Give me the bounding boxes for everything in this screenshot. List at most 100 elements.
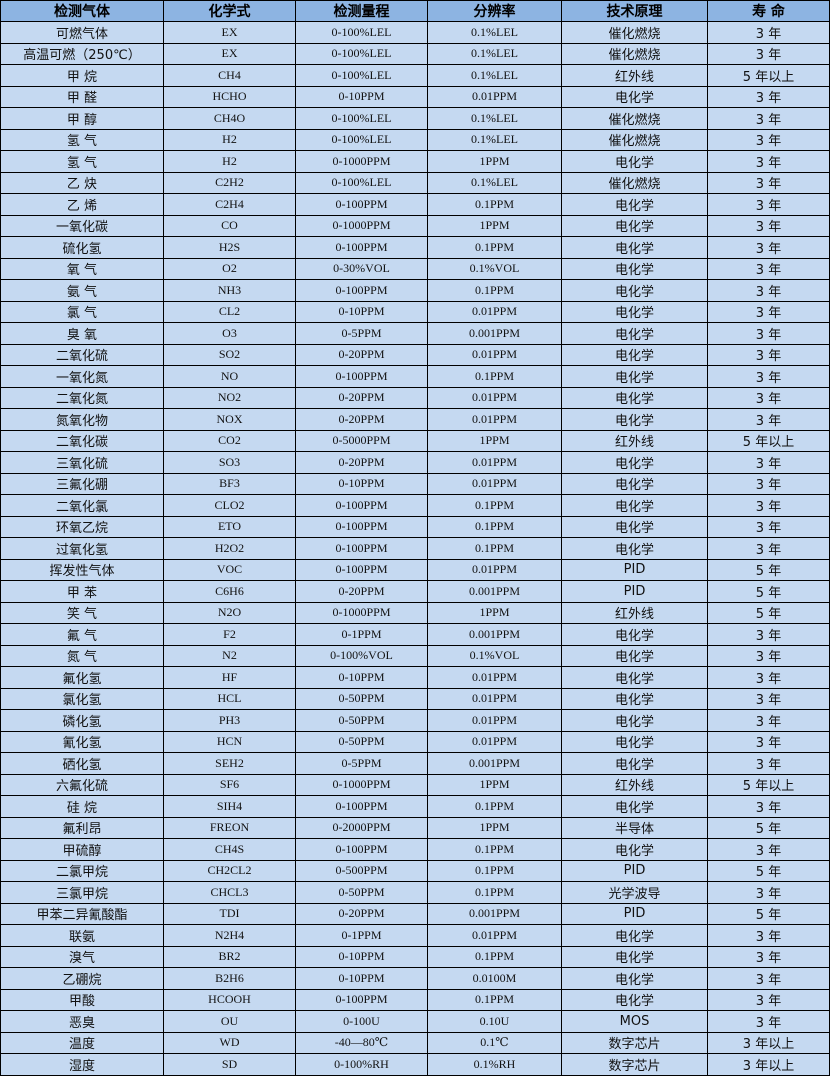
cell-measuring-range: 0-20PPM — [295, 902, 428, 925]
cell-gas-name: 环氧乙烷 — [0, 515, 164, 538]
cell-chemical-formula: C6H6 — [163, 580, 296, 603]
cell-lifespan: 3 年 — [707, 365, 830, 388]
cell-lifespan: 3 年 — [707, 752, 830, 775]
cell-chemical-formula: TDI — [163, 902, 296, 925]
table-row: 乙 炔 C2H2 0-100%LEL 0.1%LEL 催化燃烧 3 年 — [0, 171, 830, 194]
cell-chemical-formula: H2 — [163, 150, 296, 173]
cell-gas-name: 氧 气 — [0, 257, 164, 280]
cell-measuring-range: 0-100%RH — [295, 1053, 428, 1076]
cell-technology-principle: 电化学 — [561, 150, 708, 173]
cell-chemical-formula: CLO2 — [163, 494, 296, 517]
cell-measuring-range: 0-100%LEL — [295, 128, 428, 151]
cell-measuring-range: -40—80℃ — [295, 1031, 428, 1054]
cell-resolution: 0.01PPM — [427, 408, 562, 431]
cell-lifespan: 3 年 — [707, 193, 830, 216]
cell-lifespan: 5 年以上 — [707, 773, 830, 796]
cell-measuring-range: 0-100%LEL — [295, 21, 428, 44]
cell-chemical-formula: VOC — [163, 558, 296, 581]
cell-measuring-range: 0-100%LEL — [295, 107, 428, 130]
cell-resolution: 0.01PPM — [427, 472, 562, 495]
cell-technology-principle: 数字芯片 — [561, 1031, 708, 1054]
cell-lifespan: 3 年 — [707, 343, 830, 366]
cell-measuring-range: 0-100%VOL — [295, 644, 428, 667]
cell-resolution: 0.1%RH — [427, 1053, 562, 1076]
cell-gas-name: 氟利昂 — [0, 816, 164, 839]
cell-technology-principle: 电化学 — [561, 386, 708, 409]
cell-measuring-range: 0-20PPM — [295, 408, 428, 431]
cell-chemical-formula: CH4S — [163, 838, 296, 861]
cell-chemical-formula: SEH2 — [163, 752, 296, 775]
cell-technology-principle: 电化学 — [561, 451, 708, 474]
cell-lifespan: 3 年 — [707, 451, 830, 474]
cell-chemical-formula: N2O — [163, 601, 296, 624]
table-row: 高温可燃（250℃） EX 0-100%LEL 0.1%LEL 催化燃烧 3 年 — [0, 42, 830, 65]
cell-chemical-formula: NH3 — [163, 279, 296, 302]
table-row: 联氨 N2H4 0-1PPM 0.01PPM 电化学 3 年 — [0, 924, 830, 947]
cell-resolution: 1PPM — [427, 816, 562, 839]
header-lifespan: 寿 命 — [707, 0, 830, 22]
cell-technology-principle: 数字芯片 — [561, 1053, 708, 1076]
cell-technology-principle: 电化学 — [561, 752, 708, 775]
cell-gas-name: 甲 醛 — [0, 85, 164, 108]
cell-chemical-formula: HCHO — [163, 85, 296, 108]
cell-resolution: 0.1%LEL — [427, 42, 562, 65]
cell-technology-principle: 电化学 — [561, 365, 708, 388]
cell-measuring-range: 0-2000PPM — [295, 816, 428, 839]
table-row: 氯化氢 HCL 0-50PPM 0.01PPM 电化学 3 年 — [0, 687, 830, 710]
cell-chemical-formula: C2H2 — [163, 171, 296, 194]
cell-chemical-formula: SD — [163, 1053, 296, 1076]
table-row: 乙硼烷 B2H6 0-10PPM 0.0100M 电化学 3 年 — [0, 967, 830, 990]
cell-technology-principle: 电化学 — [561, 666, 708, 689]
cell-gas-name: 三氟化硼 — [0, 472, 164, 495]
table-row: 三氧化硫 SO3 0-20PPM 0.01PPM 电化学 3 年 — [0, 451, 830, 474]
cell-resolution: 0.1PPM — [427, 838, 562, 861]
cell-chemical-formula: CH4O — [163, 107, 296, 130]
cell-technology-principle: 电化学 — [561, 537, 708, 560]
table-row: 甲苯二异氰酸酯 TDI 0-20PPM 0.001PPM PID 5 年 — [0, 902, 830, 925]
cell-lifespan: 5 年 — [707, 816, 830, 839]
cell-measuring-range: 0-100PPM — [295, 988, 428, 1011]
cell-resolution: 1PPM — [427, 150, 562, 173]
cell-measuring-range: 0-1000PPM — [295, 150, 428, 173]
cell-chemical-formula: CO — [163, 214, 296, 237]
cell-chemical-formula: H2 — [163, 128, 296, 151]
cell-measuring-range: 0-100PPM — [295, 494, 428, 517]
cell-technology-principle: 催化燃烧 — [561, 21, 708, 44]
table-row: 挥发性气体 VOC 0-100PPM 0.01PPM PID 5 年 — [0, 558, 830, 581]
cell-resolution: 0.01PPM — [427, 85, 562, 108]
cell-gas-name: 硅 烷 — [0, 795, 164, 818]
cell-measuring-range: 0-1000PPM — [295, 601, 428, 624]
cell-gas-name: 氮 气 — [0, 644, 164, 667]
cell-measuring-range: 0-100PPM — [295, 279, 428, 302]
cell-chemical-formula: EX — [163, 42, 296, 65]
cell-technology-principle: 红外线 — [561, 429, 708, 452]
cell-measuring-range: 0-10PPM — [295, 85, 428, 108]
cell-resolution: 0.01PPM — [427, 924, 562, 947]
cell-lifespan: 3 年 — [707, 709, 830, 732]
cell-technology-principle: 电化学 — [561, 214, 708, 237]
cell-technology-principle: 电化学 — [561, 988, 708, 1011]
cell-resolution: 0.1%VOL — [427, 644, 562, 667]
cell-measuring-range: 0-100%LEL — [295, 64, 428, 87]
cell-technology-principle: 电化学 — [561, 300, 708, 323]
table-row: 氰化氢 HCN 0-50PPM 0.01PPM 电化学 3 年 — [0, 730, 830, 753]
cell-gas-name: 氢 气 — [0, 150, 164, 173]
table-row: 二氧化氮 NO2 0-20PPM 0.01PPM 电化学 3 年 — [0, 386, 830, 409]
cell-technology-principle: 红外线 — [561, 601, 708, 624]
table-row: 过氧化氢 H2O2 0-100PPM 0.1PPM 电化学 3 年 — [0, 537, 830, 560]
cell-gas-name: 臭 氧 — [0, 322, 164, 345]
cell-chemical-formula: O3 — [163, 322, 296, 345]
table-row: 磷化氢 PH3 0-50PPM 0.01PPM 电化学 3 年 — [0, 709, 830, 732]
cell-measuring-range: 0-5PPM — [295, 322, 428, 345]
cell-gas-name: 磷化氢 — [0, 709, 164, 732]
cell-resolution: 0.1%LEL — [427, 64, 562, 87]
cell-measuring-range: 0-5PPM — [295, 752, 428, 775]
cell-chemical-formula: O2 — [163, 257, 296, 280]
cell-chemical-formula: WD — [163, 1031, 296, 1054]
cell-lifespan: 3 年 — [707, 494, 830, 517]
cell-lifespan: 3 年 — [707, 945, 830, 968]
cell-gas-name: 二氧化碳 — [0, 429, 164, 452]
cell-technology-principle: 电化学 — [561, 795, 708, 818]
cell-technology-principle: 电化学 — [561, 644, 708, 667]
